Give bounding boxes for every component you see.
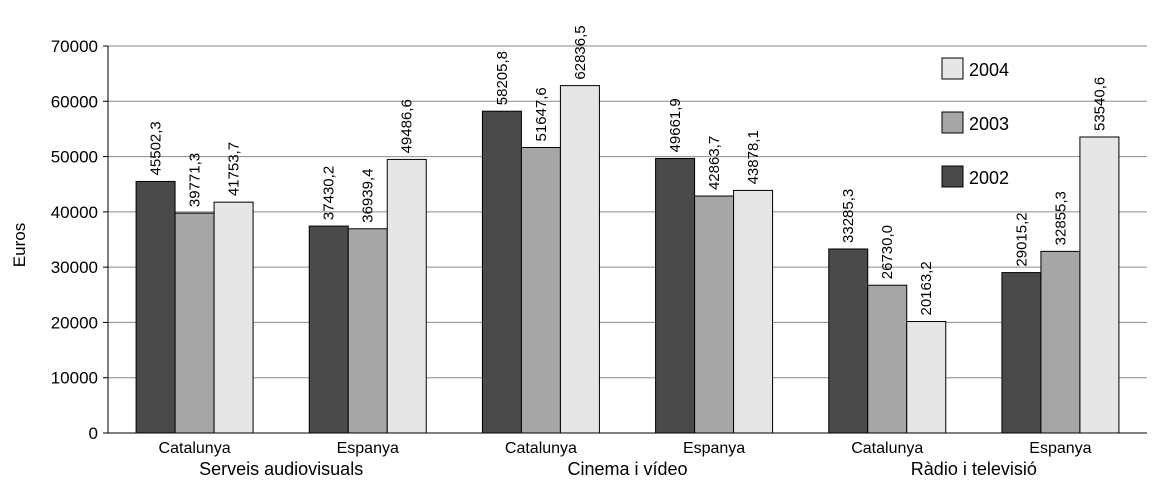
data-label: 53540,6 — [1091, 77, 1108, 131]
data-label: 51647,6 — [533, 87, 550, 141]
bar-2004 — [213, 201, 254, 434]
gridlines — [108, 45, 1147, 379]
bars — [135, 85, 1120, 434]
data-label: 20163,2 — [918, 261, 935, 315]
data-label: 41753,7 — [226, 142, 243, 196]
legend-swatch-2004 — [941, 57, 964, 80]
bar-2003 — [1040, 250, 1081, 434]
y-tick-label: 70000 — [51, 37, 98, 56]
data-label: 49661,9 — [667, 98, 684, 152]
data-label: 42863,7 — [706, 136, 723, 190]
bar-2004 — [559, 85, 600, 434]
data-label: 29015,2 — [1013, 212, 1030, 266]
data-label: 49486,6 — [399, 99, 416, 153]
y-tick-label: 0 — [89, 424, 98, 443]
legend-label-2003: 2003 — [969, 114, 1009, 134]
data-label: 43878,1 — [745, 130, 762, 184]
x-category-label: Catalunya — [505, 440, 577, 457]
data-label: 39771,3 — [187, 153, 204, 207]
bar-2002 — [135, 180, 176, 434]
bar-2004 — [733, 189, 774, 434]
legend-label-2004: 2004 — [969, 60, 1009, 80]
x-category-label: Espanya — [683, 440, 745, 457]
y-tick-label: 40000 — [51, 203, 98, 222]
y-tick-label: 60000 — [51, 92, 98, 111]
bar-2002 — [481, 110, 522, 434]
data-label: 36939,4 — [360, 169, 377, 223]
data-label: 58205,8 — [494, 51, 511, 105]
data-label: 37430,2 — [321, 166, 338, 220]
data-label: 33285,3 — [840, 189, 857, 243]
y-axis: 0 10000 20000 30000 40000 50000 60000 70000 — [51, 37, 109, 443]
legend-swatch-2003 — [941, 111, 964, 134]
y-axis-label: Euros — [10, 223, 29, 267]
data-labels: 45502,3 39771,3 41753,7 37430,2 36939,4 49486… — [148, 25, 1109, 315]
data-label: 32855,3 — [1052, 191, 1069, 245]
bar-2003 — [694, 195, 735, 434]
bar-2004 — [906, 321, 947, 434]
bar-2004 — [1079, 136, 1120, 434]
bar-2002 — [828, 248, 869, 434]
bar-2003 — [520, 146, 561, 434]
bar-2002 — [655, 157, 696, 434]
y-tick-label: 20000 — [51, 313, 98, 332]
bar-2004 — [386, 158, 427, 434]
x-group-label: Ràdio i televisió — [911, 459, 1037, 479]
legend-swatch-2002 — [941, 165, 964, 188]
y-tick-label: 50000 — [51, 148, 98, 167]
x-group-label: Cinema i vídeo — [567, 459, 687, 479]
x-category-label: Espanya — [337, 440, 399, 457]
x-category-label: Espanya — [1029, 440, 1091, 457]
y-tick-label: 10000 — [51, 369, 98, 388]
x-category-label: Catalunya — [159, 440, 231, 457]
y-tick-label: 30000 — [51, 258, 98, 277]
data-label: 45502,3 — [148, 121, 165, 175]
legend: 2004 2003 2002 — [941, 57, 1009, 188]
bar-2003 — [174, 212, 215, 434]
bar-2002 — [1001, 272, 1042, 434]
data-label: 62836,5 — [572, 25, 589, 79]
x-group-label: Serveis audiovisuals — [199, 459, 363, 479]
bar-2003 — [867, 284, 908, 434]
bar-2003 — [347, 228, 388, 434]
x-category-label: Catalunya — [851, 440, 923, 457]
legend-label-2002: 2002 — [969, 168, 1009, 188]
bar-2002 — [308, 225, 349, 434]
data-label: 26730,0 — [879, 225, 896, 279]
x-axis: Catalunya Espanya Catalunya Espanya Cataluny… — [108, 432, 1147, 479]
